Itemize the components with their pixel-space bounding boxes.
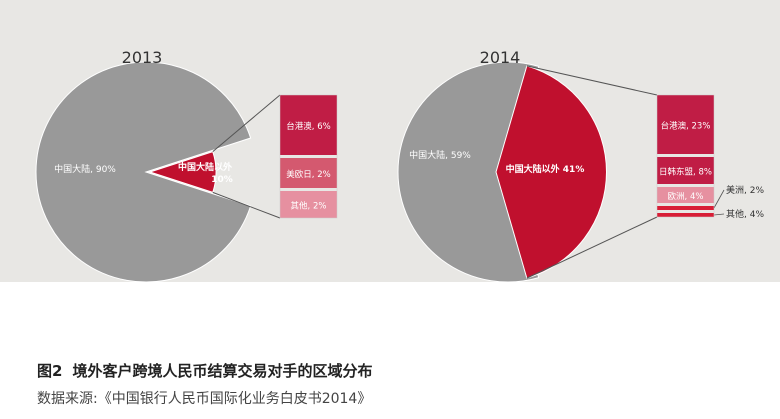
pie-charts: 2013 中国大陆, 90% 中国大陆以外 10% 台港澳, 6% 美欧日, 2% 其他, … <box>35 48 764 282</box>
chart-title: 2014 <box>480 48 521 67</box>
pie-slice-mainland <box>35 61 252 282</box>
breakdown-bar <box>657 206 714 210</box>
breakdown-bar <box>657 95 714 154</box>
breakdown-label: 欧洲, 4% <box>668 191 704 202</box>
chart-panel: 2013 中国大陆, 90% 中国大陆以外 10% 台港澳, 6% 美欧日, 2% 其他, … <box>0 0 780 282</box>
figure-source: 数据来源:《中国银行人民币国际化业务白皮书2014》 <box>37 391 372 407</box>
breakdown-label: 台港澳, 6% <box>286 121 330 132</box>
slice-label-outside: 中国大陆以外 41% <box>506 163 585 175</box>
connector-line <box>526 216 658 279</box>
slice-label-mainland: 中国大陆, 59% <box>409 149 471 161</box>
slice-label-mainland: 中国大陆, 90% <box>54 163 116 175</box>
pie-slice-outside <box>148 150 217 194</box>
breakdown-label: 其他, 2% <box>291 201 327 212</box>
figure-title: 境外客户跨境人民币结算交易对手的区域分布 <box>72 362 373 380</box>
breakdown-bar <box>657 187 714 203</box>
breakdown-label: 其他, 4% <box>726 208 764 220</box>
connector-line <box>212 191 281 219</box>
breakdown-frame <box>279 94 338 219</box>
slice-label-outside: 中国大陆以外 <box>178 161 232 173</box>
breakdown-bar <box>280 191 337 218</box>
slice-value-outside: 10% <box>211 175 233 185</box>
breakdown-bar <box>657 213 714 217</box>
breakdown-leader <box>713 189 725 209</box>
breakdown-leader <box>713 213 725 216</box>
connector-line <box>212 94 281 152</box>
breakdown-bar <box>657 157 714 184</box>
connector-line <box>526 65 658 96</box>
figure-caption: 图2 境外客户跨境人民币结算交易对手的区域分布 <box>37 360 372 381</box>
breakdown-label: 美欧日, 2% <box>286 169 330 180</box>
figure-number: 图2 <box>37 362 63 380</box>
breakdown-label: 台港澳, 23% <box>661 121 711 132</box>
breakdown-frame <box>656 94 715 218</box>
breakdown-bar <box>280 158 337 188</box>
breakdown-bar <box>280 95 337 155</box>
pie-slice-mainland <box>397 61 540 282</box>
chart-title: 2013 <box>122 48 163 67</box>
breakdown-label: 美洲, 2% <box>726 184 764 196</box>
breakdown-label: 日韩东盟, 8% <box>659 167 712 178</box>
